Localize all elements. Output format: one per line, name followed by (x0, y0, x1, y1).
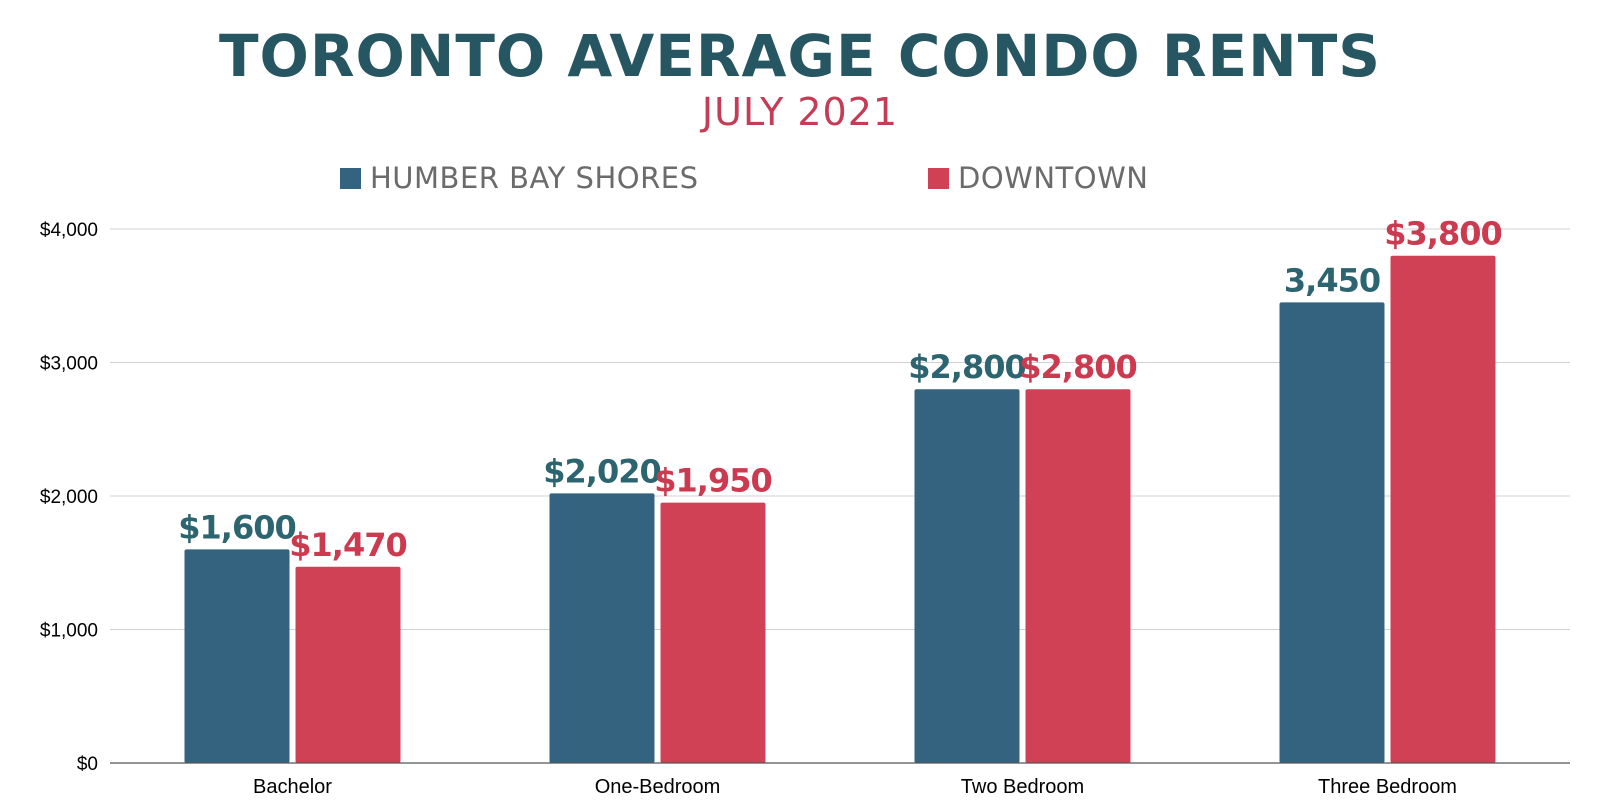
bar (184, 549, 290, 763)
data-label: $3,800 (1384, 215, 1501, 253)
x-tick-label: One-Bedroom (595, 776, 721, 798)
data-label: $1,600 (178, 508, 295, 546)
bar (549, 493, 655, 763)
bar (1025, 389, 1131, 763)
y-tick-label: $0 (77, 754, 98, 775)
data-label: $2,020 (543, 452, 660, 490)
y-tick-label: $4,000 (40, 220, 98, 241)
chart-subtitle: JULY 2021 (701, 90, 899, 134)
legend-label-downtown: DOWNTOWN (958, 161, 1149, 195)
bar (295, 566, 401, 763)
y-tick-label: $3,000 (40, 354, 98, 375)
data-label: $1,950 (654, 462, 771, 500)
legend-item-humber-bay-shores: HUMBER BAY SHORES (340, 160, 698, 196)
x-tick-label: Three Bedroom (1318, 776, 1457, 798)
data-label: 3,450 (1284, 261, 1380, 299)
x-tick-label: Bachelor (253, 776, 332, 798)
legend-swatch-downtown (928, 167, 949, 189)
y-tick-label: $2,000 (40, 487, 98, 508)
chart-title: TORONTO AVERAGE CONDO RENTS (218, 22, 1382, 90)
bar (660, 502, 766, 763)
data-label: $2,800 (908, 348, 1025, 386)
bar (914, 389, 1020, 763)
data-label: $2,800 (1019, 348, 1136, 386)
y-tick-label: $1,000 (40, 621, 98, 642)
legend-swatch-humber-bay-shores (340, 167, 361, 189)
x-tick-label: Two Bedroom (961, 776, 1084, 798)
bar (1390, 255, 1496, 763)
data-label: $1,470 (289, 526, 406, 564)
legend-item-downtown: DOWNTOWN (928, 160, 1148, 196)
legend-label-humber-bay-shores: HUMBER BAY SHORES (370, 161, 699, 195)
bar (1279, 302, 1385, 763)
